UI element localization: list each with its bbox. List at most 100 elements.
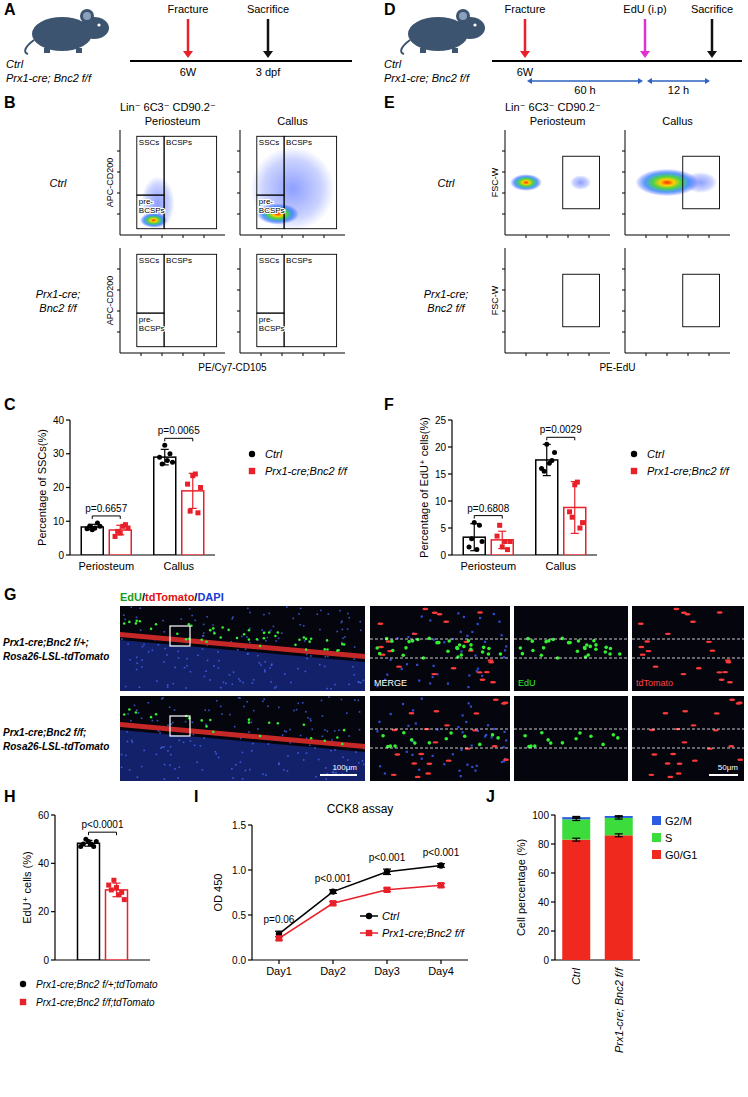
edu-dot: [212, 627, 215, 630]
flow-tick: [162, 235, 163, 238]
flow-tick: [237, 311, 240, 312]
edu-dot: [263, 632, 266, 635]
edu-dot: [416, 638, 420, 642]
dapi-dot: [339, 610, 341, 612]
flow-axis: [505, 353, 610, 354]
dapi-dot: [237, 649, 239, 651]
dapi-dot: [139, 607, 141, 609]
dapi-dot: [429, 682, 431, 684]
row-label: Rosa26-LSL-tdTomato: [3, 741, 109, 752]
dapi-dot: [481, 675, 483, 677]
error-bar: [474, 524, 475, 551]
y-tick-label: 0.0: [232, 955, 246, 966]
dapi-dot: [378, 721, 380, 723]
dapi-dot: [163, 661, 165, 663]
scale-bar: [709, 774, 738, 776]
y-tick: [66, 453, 70, 454]
tdtomato-cell: [653, 665, 659, 667]
dapi-dot: [174, 709, 176, 711]
legend-marker: [249, 468, 255, 474]
dapi-dot: [443, 763, 445, 765]
dapi-dot: [421, 698, 423, 700]
tdtomato-cell: [484, 671, 490, 673]
dapi-dot: [232, 616, 234, 618]
channel-label: tdTomato: [636, 678, 673, 688]
periosteum-boundary: [370, 658, 510, 659]
dapi-dot: [220, 706, 222, 708]
interval-label: 60 h: [574, 84, 595, 96]
dapi-dot: [269, 613, 271, 615]
data-point: [505, 547, 510, 552]
tdtomato-cell: [480, 679, 486, 681]
dapi-dot: [297, 703, 299, 705]
edu-dot: [455, 646, 459, 650]
dapi-dot: [157, 720, 159, 722]
gate: [257, 195, 284, 229]
image-title-part: DAPI: [197, 591, 223, 603]
dapi-dot: [284, 730, 286, 732]
y-tick-label: 30: [53, 448, 65, 459]
edu-dot: [577, 639, 581, 643]
dapi-dot: [341, 699, 343, 701]
flow-tick: [117, 214, 120, 215]
y-tick: [248, 959, 252, 960]
flow-axis: [625, 353, 730, 354]
dapi-dot: [141, 666, 143, 668]
edu-dot: [135, 622, 138, 625]
y-tick-label: 0: [543, 955, 549, 966]
edu-dot: [594, 643, 598, 647]
flow-plot-bg: [505, 130, 610, 235]
dapi-dot: [245, 648, 247, 650]
stacked-bar-segment: [562, 819, 590, 839]
tdtomato-cell: [648, 774, 654, 776]
data-point: [122, 897, 127, 902]
edu-dot: [487, 652, 491, 656]
dapi-dot: [218, 667, 220, 669]
image-bg: [370, 696, 510, 781]
dapi-dot: [141, 659, 143, 661]
zoom-panel: [632, 606, 744, 691]
gate: [284, 254, 337, 346]
dapi-dot: [238, 697, 240, 699]
y-tick-label: 5: [440, 523, 446, 534]
x-tick-label: Ctrl: [570, 967, 582, 985]
dapi-dot: [474, 654, 476, 656]
dapi-dot: [148, 702, 150, 704]
dapi-dot: [126, 731, 128, 733]
y-tick-label: 20: [435, 442, 447, 453]
y-tick: [448, 527, 452, 528]
flow-tick: [622, 269, 625, 270]
dapi-dot: [121, 767, 123, 769]
dapi-dot: [278, 764, 280, 766]
dapi-dot: [359, 621, 361, 623]
data-point: [495, 534, 500, 539]
edu-dot: [128, 708, 131, 711]
edu-dot: [588, 645, 592, 649]
y-tick-label: 0: [43, 955, 49, 966]
dapi-dot: [324, 666, 326, 668]
error-bar: [574, 482, 575, 534]
edu-dot: [568, 641, 572, 645]
error-cap: [615, 816, 623, 817]
dapi-dot: [275, 640, 277, 642]
dapi-dot: [136, 776, 138, 778]
data-point: [480, 539, 485, 544]
dapi-dot: [171, 723, 173, 725]
dapi-dot: [125, 755, 127, 757]
x-axis: [252, 959, 468, 960]
dapi-dot: [415, 722, 417, 724]
dapi-dot: [357, 700, 359, 702]
edu-dot: [176, 632, 179, 635]
flow-axis: [120, 248, 121, 353]
event-arrow-head: [183, 51, 193, 58]
dapi-dot: [194, 620, 196, 622]
row-label: Prx1-cre;Bnc2 f/+;: [3, 637, 89, 648]
edu-dot: [540, 731, 544, 735]
tdtomato-cell: [408, 712, 414, 714]
dapi-dot: [466, 635, 468, 637]
error-cap: [88, 529, 96, 530]
dapi-dot: [327, 656, 329, 658]
dapi-dot: [325, 778, 327, 780]
dapi-dot: [376, 730, 378, 732]
dapi-dot: [262, 701, 264, 703]
